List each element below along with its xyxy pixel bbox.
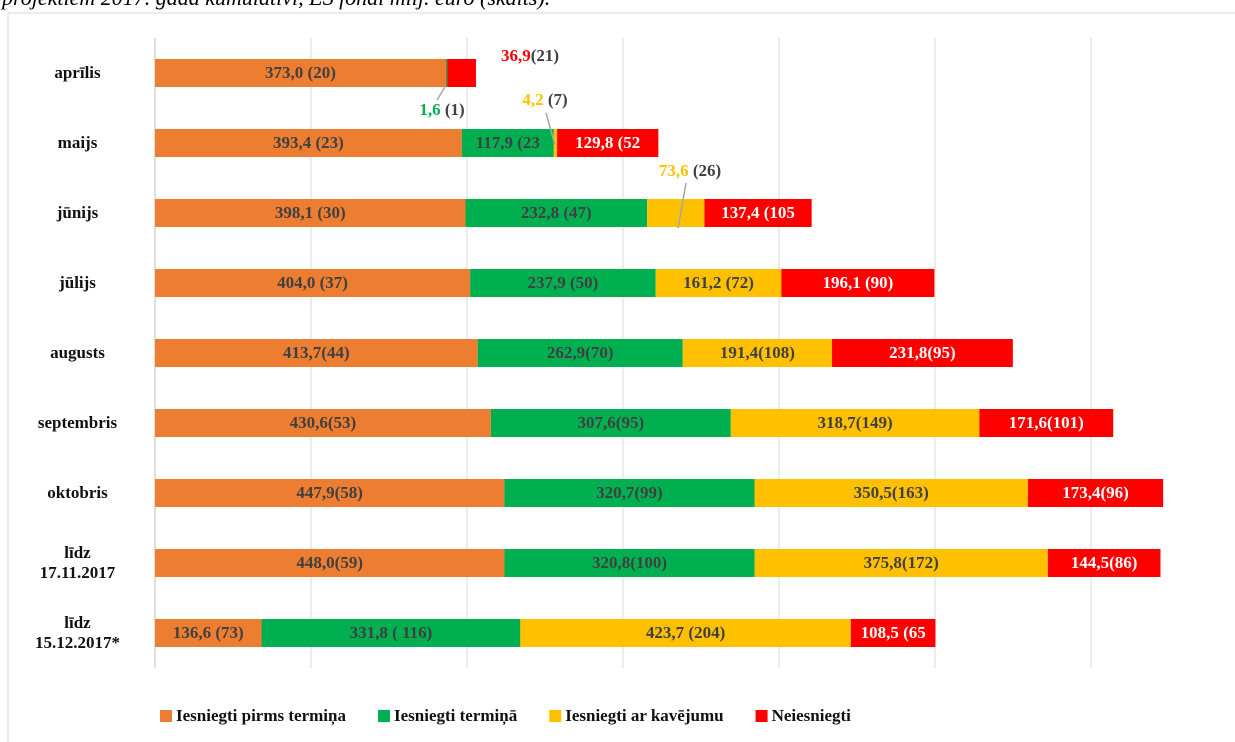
data-label: 73,6 (26): [659, 161, 721, 180]
data-label: 430,6(53): [290, 413, 357, 432]
legend-swatch: [160, 710, 172, 722]
legend-label: Iesniegti ar kavējumu: [565, 706, 723, 725]
data-label: 373,0 (20): [265, 63, 336, 82]
bar-segment: [781, 269, 935, 297]
legend-label: Neiesniegti: [772, 706, 852, 725]
bar-segment: [754, 479, 1028, 507]
category-label: jūlijs: [59, 273, 96, 292]
legend-swatch: [549, 710, 562, 722]
category-label: līdz 17.11.2017: [39, 543, 116, 582]
bar-segment: [520, 619, 851, 647]
bar-segment: [850, 619, 936, 647]
data-label: 398,1 (30): [275, 203, 346, 222]
bar-segment: [477, 339, 683, 367]
data-label: 191,4(108): [720, 343, 795, 362]
bar-segment: [979, 409, 1114, 437]
data-label: 448,0(59): [296, 553, 363, 572]
bar-segment: [155, 129, 462, 157]
bar-segment: [470, 269, 656, 297]
data-label: 331,8 ( 116): [350, 623, 433, 642]
data-label: 393,4 (23): [273, 133, 344, 152]
bar-segment: [445, 59, 448, 87]
bar-segment: [832, 339, 1013, 367]
data-label: 320,7(99): [596, 483, 663, 502]
data-label: 161,2 (72): [683, 273, 754, 292]
data-label: 108,5 (65: [861, 623, 926, 642]
leader-line: [545, 112, 556, 146]
data-label: 171,6(101): [1009, 413, 1084, 432]
legend-label: Iesniegti termiņā: [394, 706, 518, 726]
bar-segment: [461, 129, 554, 157]
data-label: 4,2 (7): [522, 90, 567, 109]
bar-segment: [682, 339, 833, 367]
category-label: jūnijs: [56, 203, 99, 222]
legend-swatch: [377, 710, 390, 722]
data-label: 231,8(95): [889, 343, 956, 362]
category-label: līdz 15.12.2017*: [35, 613, 120, 652]
data-label: 137,4 (105: [721, 203, 795, 222]
leader-line: [436, 86, 446, 101]
data-label: 1,6 (1): [419, 100, 464, 119]
category-label: aprīlis: [54, 63, 101, 82]
bar-segment: [553, 129, 558, 157]
data-label: 232,8 (47): [521, 203, 592, 222]
bar-segment: [155, 269, 471, 297]
legend-swatch: [755, 710, 768, 722]
data-label: 350,5(163): [854, 483, 929, 502]
data-label: 423,7 (204): [646, 623, 725, 642]
bar-segment: [155, 409, 491, 437]
bar-segment: [465, 199, 648, 227]
bar-segment: [504, 549, 755, 577]
data-label: 447,9(58): [296, 483, 363, 502]
data-label: 136,6 (73): [173, 623, 244, 642]
bar-segment: [754, 549, 1048, 577]
bar-segment: [261, 619, 521, 647]
data-label: 320,8(100): [592, 553, 667, 572]
data-label: 173,4(96): [1062, 483, 1129, 502]
bar-segment: [557, 129, 659, 157]
data-label: 318,7(149): [818, 413, 893, 432]
data-label: 129,8 (52: [575, 133, 640, 152]
data-label: 196,1 (90): [822, 273, 893, 292]
category-label: maijs: [57, 133, 98, 152]
leader-line: [677, 182, 687, 229]
bar-segment: [655, 269, 782, 297]
data-label: 144,5(86): [1071, 553, 1138, 572]
bar-segment: [1027, 479, 1164, 507]
legend-label: Iesniegti pirms termiņa: [176, 706, 346, 726]
bar-segment: [155, 59, 446, 87]
data-label: 237,9 (50): [527, 273, 598, 292]
data-label: 413,7(44): [283, 343, 350, 362]
data-label: 262,9(70): [547, 343, 614, 362]
bar-segment: [155, 479, 505, 507]
bar-segment: [490, 409, 731, 437]
category-label: septembris: [37, 413, 118, 432]
bar-segment: [155, 199, 466, 227]
bar-segment: [647, 199, 705, 227]
data-label: 307,6(95): [578, 413, 645, 432]
data-label: 36,9(21): [501, 46, 559, 65]
bar-segment: [730, 409, 980, 437]
bar-segment: [504, 479, 755, 507]
bar-segment: [447, 59, 476, 87]
category-label: augusts: [50, 343, 105, 362]
bar-segment: [704, 199, 812, 227]
data-label: 404,0 (37): [277, 273, 348, 292]
data-label: 375,8(172): [864, 553, 939, 572]
bar-segment: [155, 339, 478, 367]
data-label: 117,9 (23: [476, 133, 540, 152]
bar-segment: [155, 619, 262, 647]
bar-segment: [1047, 549, 1161, 577]
category-label: oktobris: [47, 483, 108, 502]
chart-title: projektiem 2017. gadā kumulatīvi, ES fon…: [0, 0, 550, 10]
bar-segment: [155, 549, 505, 577]
